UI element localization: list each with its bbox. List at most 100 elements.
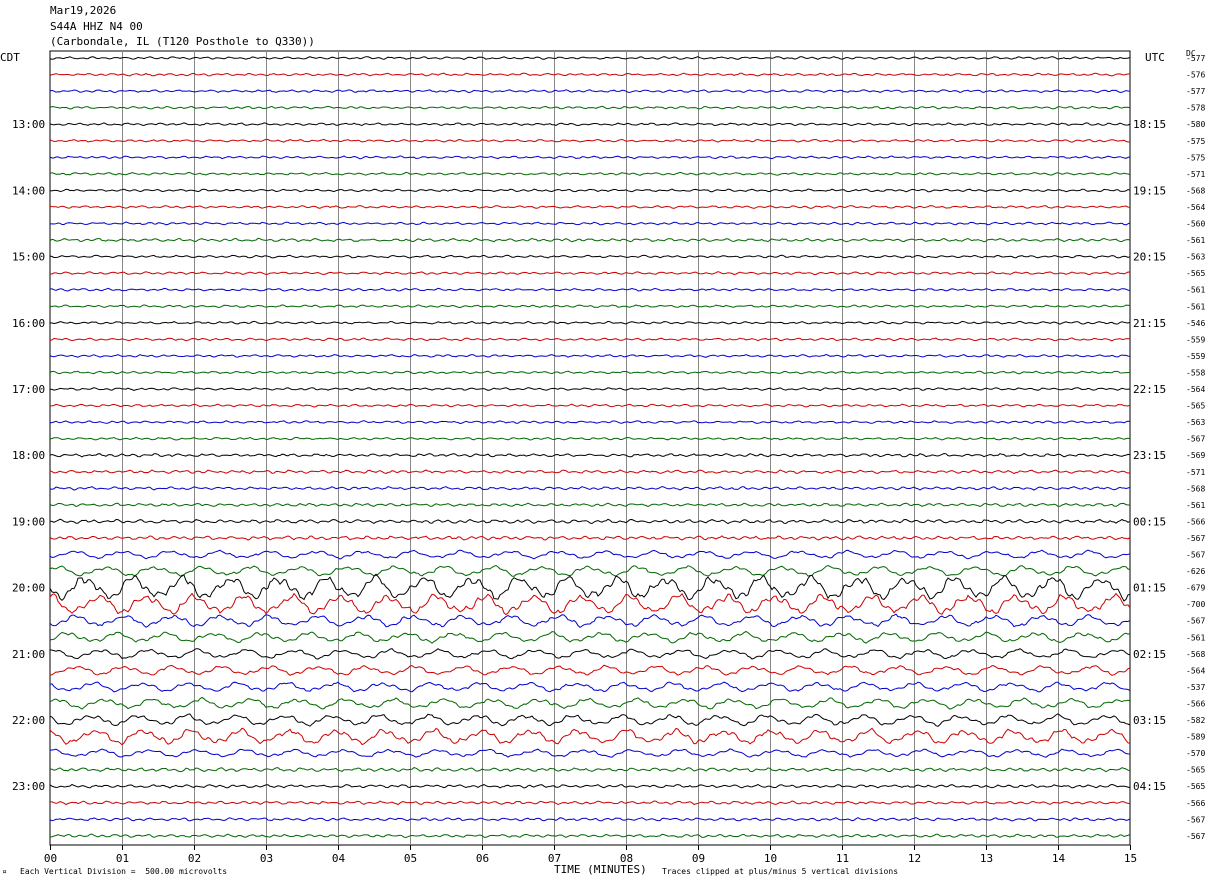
right-hour-label: 21:15 [1133,317,1166,330]
dc-offset-label: -700 [1186,600,1205,609]
dc-offset-label: -566 [1186,799,1205,808]
left-hour-label: 22:00 [12,714,45,727]
seismic-trace [50,221,1131,226]
seismic-trace [49,833,1131,839]
right-hour-label: 02:15 [1133,648,1166,661]
x-tick-label: 06 [476,852,489,865]
seismic-trace [49,648,1131,660]
seismic-trace [49,188,1131,193]
seismic-trace [49,287,1131,292]
dc-offset-label: -563 [1186,253,1205,262]
x-tick-label: 12 [908,852,921,865]
seismic-trace [49,713,1131,727]
seismic-trace [49,518,1131,525]
seismic-trace [49,56,1131,60]
dc-label: DC [1186,49,1196,58]
seismic-trace [49,387,1131,392]
seismic-trace [49,727,1131,746]
dc-offset-label: -626 [1186,567,1205,576]
dc-offset-label: -566 [1186,517,1205,526]
dc-offset-label: -568 [1186,484,1205,493]
seismic-trace [49,89,1131,94]
dc-offset-label: -563 [1186,418,1205,427]
right-hour-label: 18:15 [1133,118,1166,131]
seismic-trace [49,564,1131,577]
seismic-trace [49,696,1131,710]
dc-offset-label: -571 [1186,170,1205,179]
x-tick-label: 14 [1052,852,1066,865]
seismic-trace [49,205,1131,209]
seismic-trace [49,353,1131,358]
left-hour-label: 21:00 [12,648,45,661]
clip-note: Traces clipped at plus/minus 5 vertical … [662,867,899,876]
x-tick-label: 13 [980,852,993,865]
seismic-trace [49,502,1130,508]
x-tick-label: 00 [44,852,57,865]
left-hour-label: 19:00 [12,515,45,528]
right-timezone-label: UTC [1145,51,1165,64]
dc-offset-label: -565 [1186,766,1205,775]
x-axis-label: TIME (MINUTES) [554,863,647,876]
dc-offset-label: -559 [1186,352,1205,361]
right-hour-label: 04:15 [1133,780,1166,793]
left-hour-label: 17:00 [12,383,45,396]
seismic-trace [49,370,1130,375]
seismic-trace [49,337,1131,342]
seismic-trace [49,817,1131,822]
dc-offset-label: -567 [1186,435,1205,444]
dc-offset-label: -561 [1186,302,1205,311]
dc-offset-label: -571 [1186,468,1205,477]
dc-offset-label: -575 [1186,153,1205,162]
x-tick-label: 15 [1124,852,1137,865]
dc-offset-label: -577 [1186,87,1205,96]
seismic-trace [49,800,1131,806]
dc-offset-label: -561 [1186,236,1205,245]
dc-offset-label: -577 [1186,54,1205,63]
dc-offset-label: -575 [1186,137,1205,146]
x-tick-label: 03 [260,852,273,865]
x-tick-label: 10 [764,852,777,865]
dc-offset-label: -561 [1186,286,1205,295]
dc-offset-label: -564 [1186,666,1205,675]
left-hour-label: 16:00 [12,317,45,330]
seismic-trace [49,452,1131,458]
x-tick-label: 02 [188,852,201,865]
dc-offset-label: -570 [1186,749,1205,758]
dc-offset-label: -564 [1186,385,1205,394]
x-tick-label: 07 [548,852,561,865]
left-hour-label: 20:00 [12,582,45,595]
dc-offset-label: -589 [1186,733,1205,742]
left-hour-label: 15:00 [12,251,45,264]
left-timezone-label: CDT [0,51,20,64]
header-location: (Carbondale, IL (T120 Posthole to Q330)) [50,35,315,48]
corner-mark: ¤ [2,867,7,876]
seismic-trace [49,72,1131,77]
dc-offset-label: -567 [1186,534,1205,543]
dc-offset-label: -537 [1186,683,1205,692]
seismic-trace [49,304,1131,309]
right-hour-label: 00:15 [1133,515,1166,528]
x-tick-label: 08 [620,852,633,865]
dc-offset-label: -580 [1186,120,1205,129]
dc-offset-label: -567 [1186,551,1205,560]
dc-offset-label: -560 [1186,220,1205,229]
seismic-trace [49,664,1131,676]
dc-offset-label: -561 [1186,633,1205,642]
x-tick-label: 05 [404,852,417,865]
seismic-trace [49,122,1131,127]
dc-offset-label: -546 [1186,319,1205,328]
dc-offset-label: -576 [1186,71,1205,80]
seismic-trace [49,748,1131,758]
seismic-trace [49,469,1131,475]
scale-note: Each Vertical Division = 500.00 microvol… [20,867,228,876]
dc-offset-label: -565 [1186,269,1205,278]
dc-offset-label: -567 [1186,617,1205,626]
right-hour-label: 22:15 [1133,383,1166,396]
dc-offset-label: -566 [1186,699,1205,708]
dc-offset-label: -567 [1186,832,1205,841]
seismic-trace [49,767,1131,773]
right-hour-label: 01:15 [1133,582,1166,595]
seismic-trace [49,320,1131,325]
x-tick-label: 01 [116,852,129,865]
